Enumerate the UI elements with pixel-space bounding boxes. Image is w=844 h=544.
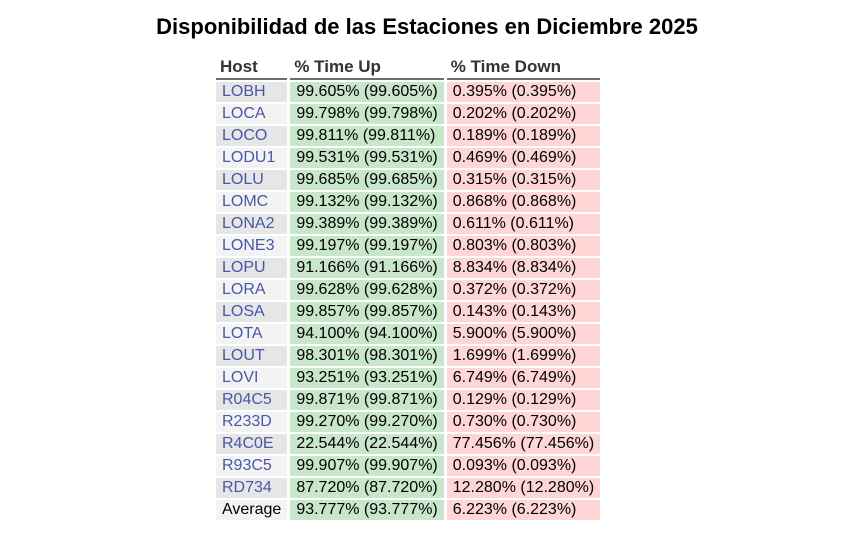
time-up-cell: 99.531% (99.531%) — [290, 148, 444, 168]
table-row: LOSA 99.857% (99.857%) 0.143% (0.143%) — [216, 302, 601, 322]
time-up-cell: 99.132% (99.132%) — [290, 192, 444, 212]
table-row: LODU1 99.531% (99.531%) 0.469% (0.469%) — [216, 148, 601, 168]
time-down-cell: 77.456% (77.456%) — [446, 434, 601, 454]
table-row: R233D 99.270% (99.270%) 0.730% (0.730%) — [216, 412, 601, 432]
table-row: R04C5 99.871% (99.871%) 0.129% (0.129%) — [216, 390, 601, 410]
time-down-cell: 1.699% (1.699%) — [446, 346, 601, 366]
table-row: R4C0E 22.544% (22.544%) 77.456% (77.456%… — [216, 434, 601, 454]
average-time-up-cell: 93.777% (93.777%) — [290, 500, 444, 520]
host-link[interactable]: LOLU — [216, 170, 288, 190]
column-header-time-down: % Time Down — [446, 57, 601, 80]
host-link[interactable]: LOCA — [216, 104, 288, 124]
time-down-cell: 0.143% (0.143%) — [446, 302, 601, 322]
host-link[interactable]: LONA2 — [216, 214, 288, 234]
time-up-cell: 99.907% (99.907%) — [290, 456, 444, 476]
table-row: LOLU 99.685% (99.685%) 0.315% (0.315%) — [216, 170, 601, 190]
time-down-cell: 8.834% (8.834%) — [446, 258, 601, 278]
time-down-cell: 6.749% (6.749%) — [446, 368, 601, 388]
host-link[interactable]: LOCO — [216, 126, 288, 146]
time-up-cell: 99.857% (99.857%) — [290, 302, 444, 322]
time-down-cell: 0.868% (0.868%) — [446, 192, 601, 212]
host-link[interactable]: LOMC — [216, 192, 288, 212]
time-up-cell: 99.270% (99.270%) — [290, 412, 444, 432]
time-down-cell: 0.803% (0.803%) — [446, 236, 601, 256]
time-down-cell: 0.611% (0.611%) — [446, 214, 601, 234]
table-row: LOCA 99.798% (99.798%) 0.202% (0.202%) — [216, 104, 601, 124]
average-row: Average 93.777% (93.777%) 6.223% (6.223%… — [216, 500, 601, 520]
host-link[interactable]: LOSA — [216, 302, 288, 322]
host-link[interactable]: LODU1 — [216, 148, 288, 168]
table-row: LONA2 99.389% (99.389%) 0.611% (0.611%) — [216, 214, 601, 234]
time-down-cell: 0.469% (0.469%) — [446, 148, 601, 168]
host-link[interactable]: R4C0E — [216, 434, 288, 454]
table-row: LOMC 99.132% (99.132%) 0.868% (0.868%) — [216, 192, 601, 212]
time-up-cell: 91.166% (91.166%) — [290, 258, 444, 278]
table-row: LOVI 93.251% (93.251%) 6.749% (6.749%) — [216, 368, 601, 388]
host-link[interactable]: LONE3 — [216, 236, 288, 256]
table-row: R93C5 99.907% (99.907%) 0.093% (0.093%) — [216, 456, 601, 476]
host-link[interactable]: LOUT — [216, 346, 288, 366]
time-down-cell: 0.395% (0.395%) — [446, 82, 601, 102]
time-down-cell: 5.900% (5.900%) — [446, 324, 601, 344]
host-link[interactable]: R233D — [216, 412, 288, 432]
table-header-row: Host % Time Up % Time Down — [216, 57, 601, 80]
time-up-cell: 93.251% (93.251%) — [290, 368, 444, 388]
time-up-cell: 22.544% (22.544%) — [290, 434, 444, 454]
availability-table: Host % Time Up % Time Down LOBH 99.605% … — [213, 55, 603, 522]
host-link[interactable]: LOPU — [216, 258, 288, 278]
time-down-cell: 0.372% (0.372%) — [446, 280, 601, 300]
time-up-cell: 99.798% (99.798%) — [290, 104, 444, 124]
table-row: LORA 99.628% (99.628%) 0.372% (0.372%) — [216, 280, 601, 300]
table-row: LOTA 94.100% (94.100%) 5.900% (5.900%) — [216, 324, 601, 344]
host-link[interactable]: LORA — [216, 280, 288, 300]
time-up-cell: 99.605% (99.605%) — [290, 82, 444, 102]
time-down-cell: 0.315% (0.315%) — [446, 170, 601, 190]
table-row: LOCO 99.811% (99.811%) 0.189% (0.189%) — [216, 126, 601, 146]
average-time-down-cell: 6.223% (6.223%) — [446, 500, 601, 520]
time-up-cell: 99.871% (99.871%) — [290, 390, 444, 410]
host-link[interactable]: LOVI — [216, 368, 288, 388]
time-up-cell: 94.100% (94.100%) — [290, 324, 444, 344]
time-up-cell: 98.301% (98.301%) — [290, 346, 444, 366]
time-down-cell: 0.189% (0.189%) — [446, 126, 601, 146]
time-up-cell: 99.685% (99.685%) — [290, 170, 444, 190]
host-link[interactable]: RD734 — [216, 478, 288, 498]
host-link[interactable]: R04C5 — [216, 390, 288, 410]
host-link[interactable]: LOBH — [216, 82, 288, 102]
time-down-cell: 0.202% (0.202%) — [446, 104, 601, 124]
time-up-cell: 99.197% (99.197%) — [290, 236, 444, 256]
time-down-cell: 0.730% (0.730%) — [446, 412, 601, 432]
average-label: Average — [216, 500, 288, 520]
table-row: LONE3 99.197% (99.197%) 0.803% (0.803%) — [216, 236, 601, 256]
column-header-time-up: % Time Up — [290, 57, 444, 80]
time-up-cell: 87.720% (87.720%) — [290, 478, 444, 498]
page-title: Disponibilidad de las Estaciones en Dici… — [156, 14, 698, 39]
table-row: LOBH 99.605% (99.605%) 0.395% (0.395%) — [216, 82, 601, 102]
table-row: LOUT 98.301% (98.301%) 1.699% (1.699%) — [216, 346, 601, 366]
host-link[interactable]: R93C5 — [216, 456, 288, 476]
table-row: RD734 87.720% (87.720%) 12.280% (12.280%… — [216, 478, 601, 498]
host-link[interactable]: LOTA — [216, 324, 288, 344]
column-header-host: Host — [216, 57, 288, 80]
time-up-cell: 99.811% (99.811%) — [290, 126, 444, 146]
time-down-cell: 12.280% (12.280%) — [446, 478, 601, 498]
table-row: LOPU 91.166% (91.166%) 8.834% (8.834%) — [216, 258, 601, 278]
time-up-cell: 99.628% (99.628%) — [290, 280, 444, 300]
time-down-cell: 0.093% (0.093%) — [446, 456, 601, 476]
time-down-cell: 0.129% (0.129%) — [446, 390, 601, 410]
time-up-cell: 99.389% (99.389%) — [290, 214, 444, 234]
